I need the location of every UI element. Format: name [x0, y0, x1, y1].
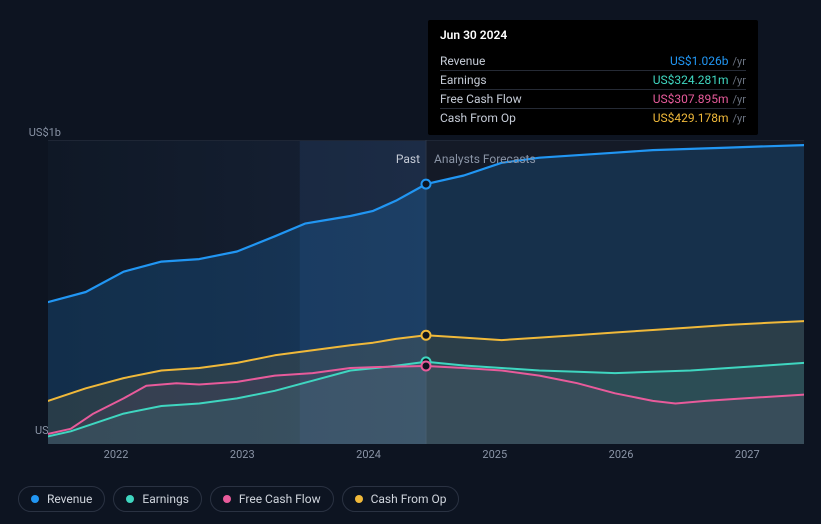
legend-label: Revenue — [47, 492, 92, 506]
tooltip-row-value: US$307.895m — [653, 92, 729, 106]
tooltip-row: Earnings US$324.281m/yr — [440, 71, 746, 90]
tooltip-row: Revenue US$1.026b/yr — [440, 52, 746, 71]
legend-item[interactable]: Free Cash Flow — [210, 486, 334, 512]
tooltip-row-value: US$324.281m — [653, 73, 729, 87]
region-label-forecast: Analysts Forecasts — [434, 152, 536, 166]
tooltip-row-unit: /yr — [733, 112, 746, 125]
legend-dot — [31, 495, 39, 503]
tooltip: Jun 30 2024 Revenue US$1.026b/yr Earnings U… — [428, 20, 758, 135]
tooltip-row: Free Cash Flow US$307.895m/yr — [440, 90, 746, 109]
tooltip-date: Jun 30 2024 — [440, 28, 746, 48]
y-tick-label: US$1b — [29, 126, 61, 139]
legend-label: Free Cash Flow — [239, 492, 321, 506]
legend-item[interactable]: Cash From Op — [342, 486, 460, 512]
tooltip-row-value: US$1.026b — [670, 54, 729, 68]
legend-label: Earnings — [142, 492, 189, 506]
x-tick-label: 2027 — [735, 448, 760, 461]
tooltip-row-value: US$429.178m — [653, 111, 729, 125]
tooltip-row-label: Revenue — [440, 54, 485, 68]
legend-item[interactable]: Earnings — [113, 486, 202, 512]
legend-item[interactable]: Revenue — [18, 486, 105, 512]
tooltip-row-label: Free Cash Flow — [440, 92, 522, 106]
x-axis: 2022 2023 2024 2025 2026 2027 — [48, 448, 804, 468]
region-label-past: Past — [396, 152, 420, 166]
chart-plot-area: Past Analysts Forecasts — [48, 140, 804, 444]
tooltip-row-label: Cash From Op — [440, 111, 516, 125]
tooltip-row-label: Earnings — [440, 73, 487, 87]
legend-label: Cash From Op — [371, 492, 447, 506]
tooltip-row-unit: /yr — [733, 74, 746, 87]
x-tick-label: 2026 — [609, 448, 634, 461]
chart-svg — [48, 140, 804, 444]
x-tick-label: 2023 — [230, 448, 255, 461]
x-tick-label: 2022 — [104, 448, 129, 461]
tooltip-row-unit: /yr — [733, 55, 746, 68]
legend: Revenue Earnings Free Cash Flow Cash From O… — [18, 486, 459, 512]
x-tick-label: 2025 — [482, 448, 507, 461]
tooltip-row-unit: /yr — [733, 93, 746, 106]
legend-dot — [355, 495, 363, 503]
tooltip-row: Cash From Op US$429.178m/yr — [440, 109, 746, 127]
legend-dot — [126, 495, 134, 503]
legend-dot — [223, 495, 231, 503]
x-tick-label: 2024 — [356, 448, 381, 461]
